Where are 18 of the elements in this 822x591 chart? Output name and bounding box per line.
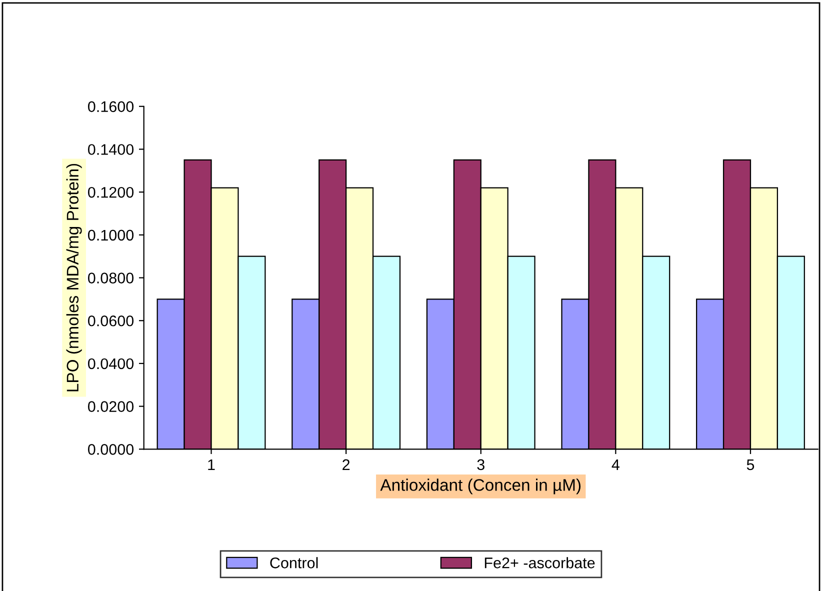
y-tick-label: 0.0000 xyxy=(88,444,134,455)
y-tick-label: 0.1200 xyxy=(88,186,134,198)
legend-label: Control xyxy=(270,557,318,568)
x-tick-label: 4 xyxy=(612,459,620,470)
y-tick-label: 0.0400 xyxy=(88,358,134,370)
y-tick-label: 0.1600 xyxy=(88,101,134,112)
y-tick-label: 0.0600 xyxy=(88,315,134,326)
x-tick-label: 1 xyxy=(208,459,215,470)
x-tick-label: 5 xyxy=(746,459,754,470)
x-tick-label: 2 xyxy=(342,459,350,470)
legend-label: Fe2+ -ascorbate xyxy=(484,557,595,568)
x-tick-label: 3 xyxy=(477,459,484,470)
y-axis-title: LPO (nmoles MDA/mg Protein) xyxy=(66,164,82,392)
x-axis-title: Antioxidant (Concen in µM) xyxy=(380,478,581,494)
y-tick-label: 0.0800 xyxy=(88,272,134,284)
y-tick-label: 0.0200 xyxy=(88,401,134,412)
y-tick-label: 0.1400 xyxy=(88,144,134,155)
y-tick-label: 0.1000 xyxy=(88,230,134,241)
